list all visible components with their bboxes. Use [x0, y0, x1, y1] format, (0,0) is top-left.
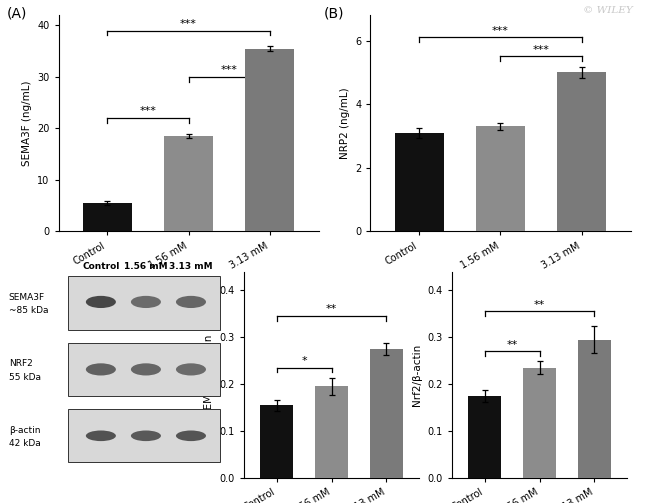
Bar	[468, 396, 501, 478]
Y-axis label: Nrf2/β-actin: Nrf2/β-actin	[412, 344, 422, 406]
Bar	[83, 203, 131, 231]
Bar	[370, 349, 403, 478]
Text: NRF2: NRF2	[8, 359, 32, 368]
Ellipse shape	[176, 431, 206, 441]
Text: **: **	[534, 300, 545, 310]
Text: 1.56 mM: 1.56 mM	[124, 262, 168, 271]
Bar	[395, 133, 443, 231]
Text: 3.13 mM: 3.13 mM	[169, 262, 213, 271]
Ellipse shape	[176, 363, 206, 375]
Text: Control: Control	[82, 262, 120, 271]
Y-axis label: SEMA3F/β-actin: SEMA3F/β-actin	[204, 334, 214, 415]
Bar	[558, 72, 606, 231]
Text: 55 kDa: 55 kDa	[8, 373, 41, 382]
Text: (B): (B)	[324, 7, 344, 21]
Text: **: **	[326, 304, 337, 314]
Ellipse shape	[131, 296, 161, 308]
Text: **: **	[506, 340, 517, 350]
Text: (A): (A)	[6, 7, 27, 21]
Y-axis label: NRP2 (ng/mL): NRP2 (ng/mL)	[340, 88, 350, 159]
Bar	[68, 343, 220, 396]
Text: ***: ***	[492, 26, 509, 36]
Text: ~85 kDa: ~85 kDa	[8, 306, 48, 315]
Text: ***: ***	[180, 19, 197, 29]
Ellipse shape	[86, 296, 116, 308]
Text: 42 kDa: 42 kDa	[8, 439, 40, 448]
Text: SEMA3F: SEMA3F	[8, 293, 45, 302]
Ellipse shape	[131, 431, 161, 441]
Bar	[476, 126, 525, 231]
Text: β-actin: β-actin	[8, 426, 40, 435]
Bar	[523, 368, 556, 478]
Y-axis label: SEMA3F (ng/mL): SEMA3F (ng/mL)	[21, 80, 32, 166]
Bar	[68, 277, 220, 329]
Text: *: *	[301, 356, 307, 366]
Ellipse shape	[86, 431, 116, 441]
Bar	[68, 409, 220, 462]
Text: ***: ***	[533, 45, 549, 55]
Ellipse shape	[131, 363, 161, 375]
Text: ***: ***	[140, 106, 156, 116]
Bar	[578, 340, 611, 478]
Bar	[315, 386, 348, 478]
Ellipse shape	[86, 363, 116, 375]
Bar	[260, 405, 293, 478]
Ellipse shape	[176, 296, 206, 308]
Text: ***: ***	[221, 65, 237, 75]
Bar	[164, 136, 213, 231]
Text: © WILEY: © WILEY	[583, 7, 633, 16]
Bar	[246, 49, 294, 231]
